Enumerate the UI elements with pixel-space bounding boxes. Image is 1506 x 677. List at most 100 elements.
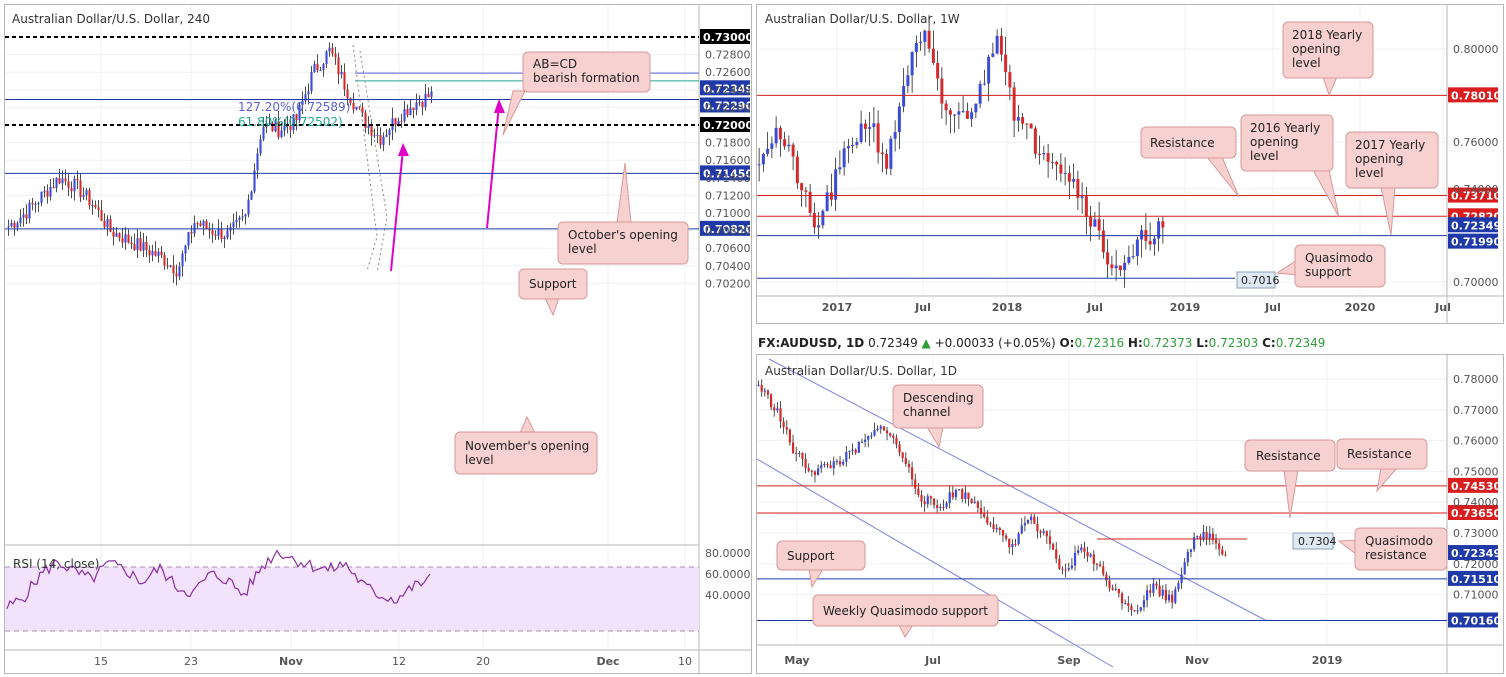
daily-candle — [798, 453, 801, 455]
daily-candle — [823, 464, 826, 466]
weekly-candle — [889, 138, 893, 169]
weekly-candle — [834, 169, 838, 200]
weekly-candle — [940, 78, 944, 104]
daily-candle — [1208, 533, 1211, 539]
weekly-candle — [953, 114, 957, 116]
weekly-candle — [1135, 239, 1139, 257]
daily-candle — [1133, 610, 1136, 612]
daily-candle — [879, 426, 882, 429]
daily-chart[interactable]: 0.74530 0.73650 0.72349 0.71510 0.70160 0.78… — [756, 355, 1503, 673]
weekly-candle — [800, 183, 804, 191]
h4-candle — [73, 178, 76, 192]
daily-candle — [1164, 589, 1167, 601]
weekly-date-tick: Jul — [914, 301, 931, 314]
magenta-arrow-1 — [486, 104, 500, 229]
h4-level-label: 0.71450 — [703, 167, 751, 180]
h4-candle — [178, 266, 181, 277]
daily-candle — [820, 465, 823, 469]
weekly-level-label-bg — [1448, 87, 1498, 103]
daily-candle — [1099, 564, 1102, 567]
weekly-candle — [863, 123, 867, 129]
h4-candle — [151, 251, 154, 256]
quasimodo-resistance-callout: Quasimodo resistance — [1337, 527, 1448, 571]
h4-candle — [301, 101, 304, 106]
weekly-candle — [923, 30, 927, 42]
h4-candle — [130, 242, 133, 245]
h4-candle — [208, 228, 211, 231]
h4-candle — [262, 126, 265, 140]
daily-candle — [1045, 531, 1048, 537]
daily-candle — [1102, 566, 1105, 575]
h4-candle — [40, 191, 43, 203]
h4-candle — [304, 94, 307, 102]
weekly-candle — [842, 148, 846, 168]
weekly-candle — [1084, 196, 1088, 217]
h4-candle — [34, 203, 37, 205]
h4-candle — [67, 181, 70, 188]
h4-candle — [217, 228, 220, 236]
h4-candle — [415, 102, 418, 111]
h4-candle — [163, 255, 166, 266]
weekly-candle — [795, 156, 799, 184]
daily-level-label: 0.74530 — [1451, 480, 1501, 493]
daily-candle — [998, 527, 1001, 531]
daily-candle — [845, 451, 848, 462]
weekly-candle — [944, 103, 948, 111]
weekly-candle — [761, 153, 765, 165]
weekly-candle — [1012, 87, 1016, 121]
h4-candle — [223, 237, 226, 240]
h4-level-label-bg — [700, 220, 750, 236]
weekly-date-tick: 2017 — [822, 301, 853, 314]
daily-candle — [1008, 538, 1011, 548]
h4-candle — [172, 265, 175, 274]
daily-candle — [992, 524, 995, 530]
daily-candle — [1139, 607, 1142, 611]
daily-candle — [1073, 552, 1077, 566]
h4-candle — [313, 64, 316, 73]
h4-chart[interactable]: 0.73000 0.72349 0.72290 0.72000 0.71450 0.708… — [5, 5, 753, 673]
daily-candle — [773, 407, 776, 411]
quasimodo-support-callout: Quasimodo support — [1275, 244, 1386, 288]
h4-candle — [115, 233, 118, 237]
weekly-candle — [885, 154, 889, 169]
weekly-date-tick: 2020 — [1345, 301, 1376, 314]
fib-618-label: 61.80%(0.72502) — [238, 115, 343, 129]
daily-candle — [1014, 544, 1017, 546]
weekly-candle — [872, 123, 876, 128]
daily-candle — [1070, 565, 1073, 569]
h4-candle — [154, 251, 157, 256]
h4-candle — [10, 222, 13, 227]
weekly-candle — [906, 75, 910, 86]
daily-candle — [1211, 533, 1214, 541]
daily-candle — [766, 390, 770, 395]
daily-candle — [986, 516, 989, 524]
weekly-candle — [1021, 117, 1025, 124]
daily-candle — [1221, 549, 1224, 555]
daily-candle — [829, 465, 832, 469]
daily-candle — [1205, 531, 1208, 539]
daily-level-label-bg — [1448, 612, 1498, 628]
weekly-candle — [1008, 72, 1012, 88]
h4-candle — [241, 216, 244, 218]
daily-candle — [939, 506, 942, 508]
weekly-candle — [1059, 164, 1063, 174]
daily-candle — [1067, 568, 1070, 570]
weekly-candle — [855, 142, 859, 145]
h4-candle — [388, 130, 391, 135]
daily-candle — [779, 408, 782, 422]
daily-support-callout: Support — [776, 540, 866, 589]
weekly-candle — [1029, 123, 1033, 129]
weekly-candle — [919, 41, 923, 44]
daily-candle — [1127, 603, 1130, 606]
weekly-candle — [982, 83, 986, 85]
h4-level-label-bg — [700, 97, 750, 113]
daily-candle — [1033, 516, 1036, 524]
daily-price-tick: 0.77000 — [1453, 404, 1499, 417]
daily-candle — [989, 523, 992, 525]
h4-price-tick: 0.71000 — [705, 207, 751, 220]
h4-price-tick: 0.70800 — [705, 225, 751, 238]
h4-price-tick: 0.71600 — [705, 154, 751, 167]
h4-title: Australian Dollar/U.S. Dollar, 240 — [12, 12, 210, 26]
